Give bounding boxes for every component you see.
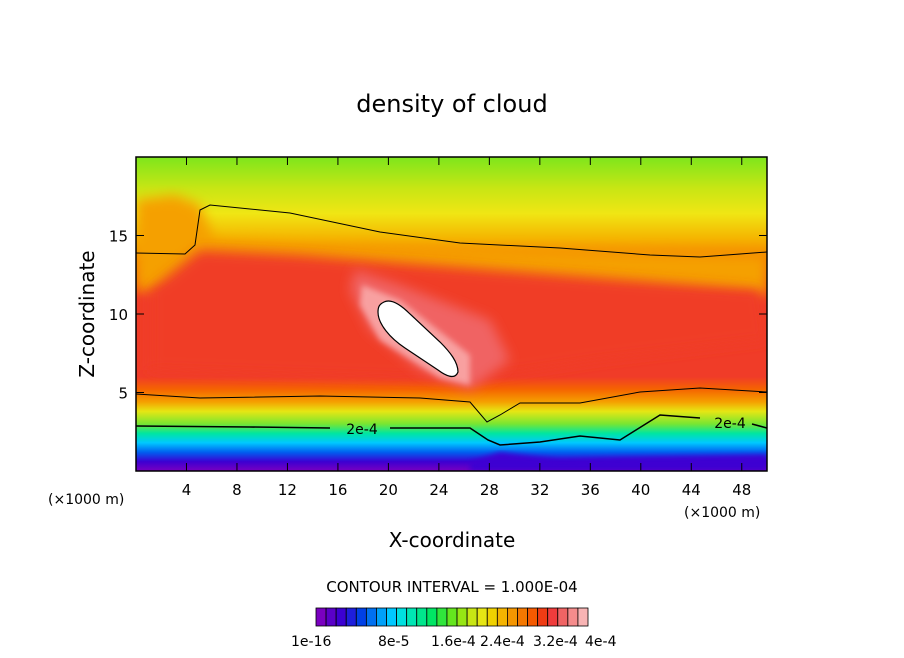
colorbar-swatch — [315, 607, 327, 627]
colorbar-swatch — [456, 607, 468, 627]
colorbar-swatch — [335, 607, 347, 627]
x-unit-right: (×1000 m) — [684, 505, 760, 521]
x-tick-label: 12 — [278, 481, 297, 499]
colorbar-swatch — [345, 607, 357, 627]
x-axis-label: X-coordinate — [389, 528, 516, 552]
density-field — [136, 157, 767, 471]
contour-upper — [136, 204, 767, 258]
colorbar-swatch — [537, 607, 549, 627]
x-tick-label: 40 — [631, 481, 650, 499]
x-tick-label: 36 — [581, 481, 600, 499]
x-tick-label: 28 — [480, 481, 499, 499]
colorbar-swatch — [527, 607, 539, 627]
colorbar-label: 2.4e-4 — [480, 634, 525, 650]
y-axis-label: Z-coordinate — [75, 250, 99, 377]
y-tick-label: 10 — [109, 306, 128, 324]
colorbar-swatch — [567, 607, 579, 627]
colorbar-swatch — [365, 607, 377, 627]
colorbar-swatch — [496, 607, 508, 627]
colorbar-swatch — [547, 607, 559, 627]
x-tick-label: 48 — [732, 481, 751, 499]
contour-label: 2e-4 — [714, 416, 746, 432]
y-axis: 5 10 15 — [109, 228, 767, 403]
contour-label: 2e-4 — [346, 422, 378, 438]
colorbar-label: 1.6e-4 — [431, 634, 476, 650]
field-core-peak — [377, 300, 459, 378]
field-bottom-trough — [470, 452, 767, 471]
x-tick-label: 20 — [379, 481, 398, 499]
x-tick-label: 4 — [182, 481, 192, 499]
colorbar-swatch — [476, 607, 488, 627]
colorbar-swatch — [557, 607, 569, 627]
colorbar-swatch — [325, 607, 337, 627]
colorbar-label: 4e-4 — [585, 634, 617, 650]
colorbar-swatch — [355, 607, 367, 627]
contour-2e-4 — [136, 414, 767, 446]
colorbar-label: 8e-5 — [378, 634, 409, 650]
y-tick-label: 5 — [118, 385, 128, 403]
contour-lines — [136, 204, 767, 446]
colorbar-swatch — [436, 607, 448, 627]
y-tick-label: 15 — [109, 228, 128, 246]
colorbar-swatch — [507, 607, 518, 627]
colorbar-swatch — [406, 607, 418, 627]
colorbar — [315, 607, 589, 627]
x-tick-label: 16 — [328, 481, 347, 499]
x-tick-label: 32 — [530, 481, 549, 499]
colorbar-label: 1e-16 — [291, 634, 331, 650]
colorbar-labels: 1e-16 8e-5 1.6e-4 2.4e-4 3.2e-4 4e-4 — [291, 634, 617, 650]
colorbar-swatch — [577, 607, 589, 627]
x-axis: 4 8 12 16 20 24 28 32 36 40 44 48 — [182, 157, 751, 499]
colorbar-swatch — [376, 607, 387, 627]
x-unit-left: (×1000 m) — [48, 492, 124, 508]
chart-title: density of cloud — [356, 90, 547, 118]
contour-lower — [136, 387, 767, 423]
x-tick-label: 8 — [232, 481, 242, 499]
colorbar-swatch — [466, 607, 478, 627]
colorbar-label: 3.2e-4 — [533, 634, 578, 650]
colorbar-swatch — [396, 607, 408, 627]
colorbar-swatch — [446, 607, 458, 627]
colorbar-swatch — [386, 607, 397, 627]
colorbar-swatch — [486, 607, 498, 627]
contour-interval-text: CONTOUR INTERVAL = 1.000E-04 — [326, 578, 577, 596]
colorbar-swatch — [517, 607, 528, 627]
colorbar-swatch — [416, 607, 428, 627]
colorbar-swatch — [426, 607, 438, 627]
x-tick-label: 44 — [682, 481, 701, 499]
x-tick-label: 24 — [429, 481, 448, 499]
